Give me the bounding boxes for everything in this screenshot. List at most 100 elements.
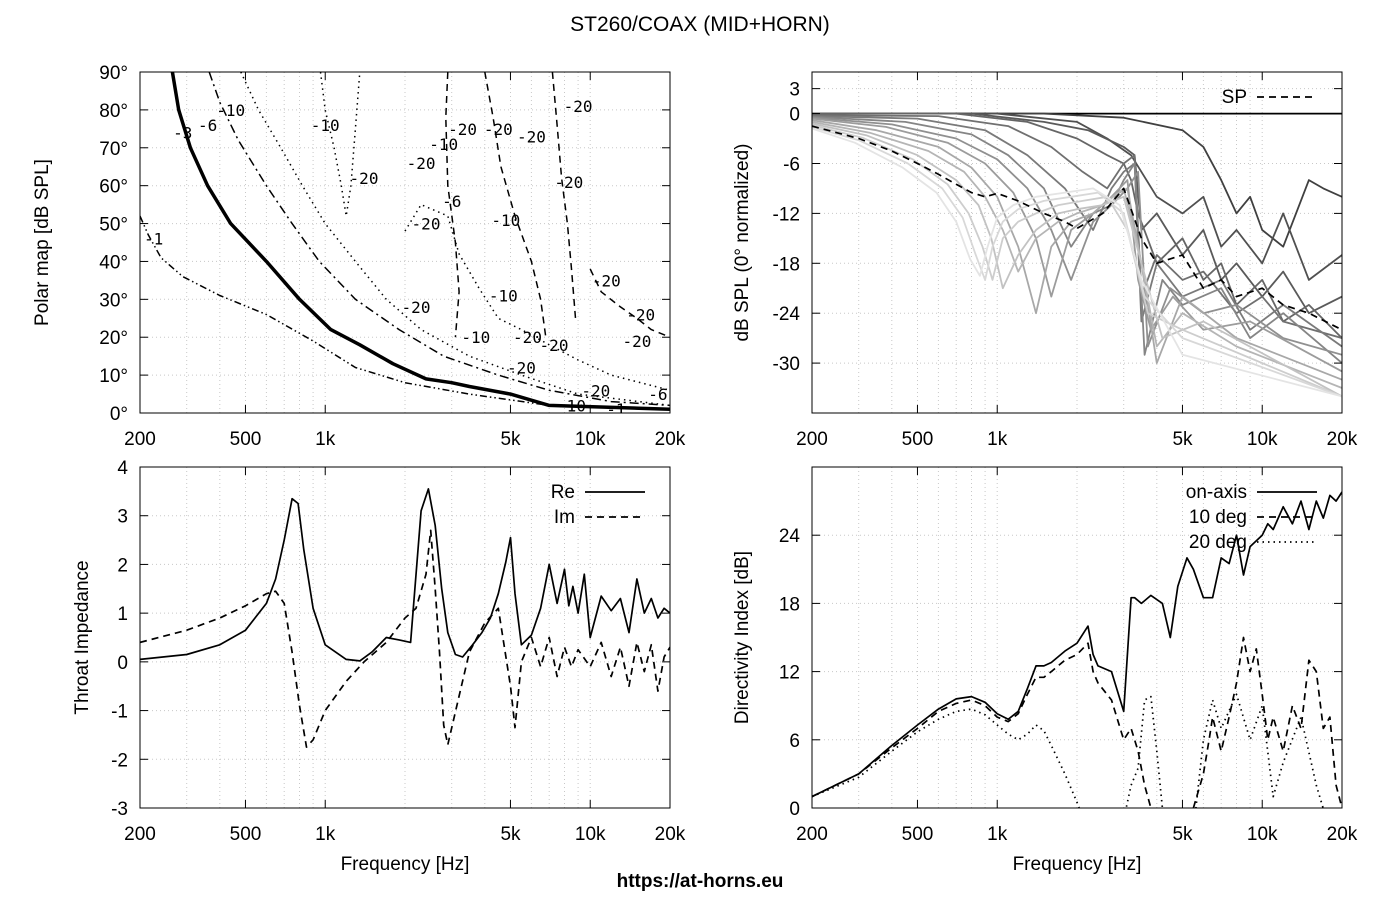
- series-line-Re: [140, 488, 670, 662]
- chart-impedance: 200 500 1k 5k 10k 20k 4 3 2 1 0 -1 -2 -3 Throat Impeda…: [72, 458, 686, 875]
- y-tick-label: -3: [111, 799, 128, 820]
- x-tick-label: 20k: [655, 824, 686, 845]
- x-axis-label: Frequency [Hz]: [1013, 854, 1142, 875]
- contour-label: -6: [442, 192, 461, 211]
- contour-label: -20: [448, 120, 477, 139]
- contour-label: -10: [491, 211, 520, 230]
- y-tick-label: 20°: [99, 328, 128, 349]
- x-tick-label: 5k: [1172, 824, 1193, 845]
- contour-label: -6: [198, 116, 217, 135]
- contour-label: -10: [311, 116, 340, 135]
- contour-line-8: [551, 72, 577, 319]
- charts-layer: -1-3 -6-10-10-20-20-20-10-20 -20-20-20-6-2…: [32, 63, 1358, 875]
- x-tick-label: 10k: [1247, 824, 1278, 845]
- series-line-2: [812, 112, 1342, 248]
- series-line-13: [812, 122, 1342, 398]
- contour-label: -10: [216, 101, 245, 120]
- y-tick-label: 60°: [99, 177, 128, 198]
- series-line-on-axis: [812, 491, 1342, 798]
- y-tick-label: 70°: [99, 139, 128, 160]
- y-axis-label: dB SPL (0° normalized): [732, 143, 753, 341]
- contour-label: -20: [517, 127, 546, 146]
- x-tick-label: 20k: [655, 429, 686, 450]
- x-tick-label: 5k: [500, 824, 521, 845]
- contour-line-6: [445, 72, 460, 338]
- y-tick-label: -18: [773, 254, 800, 275]
- x-tick-label: 200: [124, 429, 156, 450]
- legend: on-axis 10 deg 20 deg: [1186, 482, 1317, 553]
- contour-line-5: [404, 203, 670, 392]
- y-tick-label: 0: [117, 653, 128, 674]
- contour-label: -20: [592, 271, 621, 290]
- contour-label: -10: [461, 328, 490, 347]
- contour-label: -10: [557, 396, 586, 415]
- series-line-Im: [140, 529, 670, 748]
- grid: [140, 72, 670, 413]
- series-line-8: [812, 116, 1342, 364]
- y-tick-label: 18: [779, 594, 800, 615]
- y-tick-label: -6: [783, 155, 800, 176]
- chart-spl: 200 500 1k 5k 10k 20k 3 0 -6 -12 -18 -24 -30 dB SPL (…: [732, 71, 1358, 450]
- plot-frame: [139, 71, 671, 414]
- y-tick-label: 0: [789, 105, 800, 126]
- x-tick-label: 500: [230, 429, 262, 450]
- series-line-16: [812, 127, 1342, 398]
- x-tick-label: 20k: [1327, 429, 1358, 450]
- y-tick-label: -1: [111, 702, 128, 723]
- contour-label: -20: [540, 336, 569, 355]
- contour-label: -3: [173, 124, 192, 143]
- contour-label: -20: [581, 381, 610, 400]
- y-tick-label: 2: [117, 555, 128, 576]
- contour-label: -1: [144, 230, 163, 249]
- plot-frame: [139, 466, 671, 809]
- plot-area: [812, 491, 1342, 808]
- plot-area: -1-3 -6-10-10-20-20-20-10-20 -20-20-20-6-2…: [140, 72, 670, 419]
- x-tick-label: 10k: [575, 824, 606, 845]
- x-tick-label: 500: [902, 429, 934, 450]
- contour-label: -20: [412, 215, 441, 234]
- x-tick-label: 200: [796, 824, 828, 845]
- grid: [812, 72, 1342, 413]
- y-tick-label: 80°: [99, 101, 128, 122]
- y-tick-label: 24: [779, 526, 801, 547]
- contour-label: -20: [513, 328, 542, 347]
- legend-label: on-axis: [1186, 482, 1247, 503]
- series-line-SP: [812, 125, 1342, 331]
- x-tick-label: 1k: [987, 429, 1008, 450]
- contour-line-3: [240, 72, 670, 407]
- y-tick-label: -30: [773, 354, 800, 375]
- y-tick-label: 90°: [99, 63, 128, 84]
- chart-polar: -1-3 -6-10-10-20-20-20-10-20 -20-20-20-6-2…: [32, 63, 686, 450]
- series-line-4: [812, 112, 1342, 315]
- contour-label: -6: [648, 385, 667, 404]
- legend: SP: [1222, 87, 1317, 108]
- x-tick-label: 20k: [1327, 824, 1358, 845]
- plot-area: [140, 488, 670, 748]
- y-tick-label: 30°: [99, 290, 128, 311]
- contour-label: -1: [606, 400, 625, 419]
- y-tick-label: 10°: [99, 366, 128, 387]
- contour-label: -10: [489, 287, 518, 306]
- legend-label: Im: [554, 507, 575, 528]
- x-tick-label: 1k: [315, 824, 336, 845]
- legend-label: Re: [551, 482, 575, 503]
- plot-frame: [811, 466, 1343, 809]
- legend-label: 10 deg: [1189, 507, 1247, 528]
- y-tick-label: 12: [779, 663, 800, 684]
- x-tick-label: 200: [796, 429, 828, 450]
- y-tick-label: 40°: [99, 252, 128, 273]
- x-tick-label: 500: [902, 824, 934, 845]
- x-tick-label: 1k: [987, 824, 1008, 845]
- x-tick-label: 1k: [315, 429, 336, 450]
- contour-label: -20: [554, 173, 583, 192]
- y-axis-label: Directivity Index [dB]: [732, 551, 753, 724]
- x-tick-label: 10k: [1247, 429, 1278, 450]
- grid: [812, 467, 1342, 808]
- x-tick-label: 200: [124, 824, 156, 845]
- x-tick-label: 500: [230, 824, 262, 845]
- y-tick-label: 3: [789, 80, 800, 101]
- footer-link[interactable]: https://at-horns.eu: [617, 871, 784, 892]
- contour-label: -20: [402, 298, 431, 317]
- contour-line-4: [319, 72, 361, 217]
